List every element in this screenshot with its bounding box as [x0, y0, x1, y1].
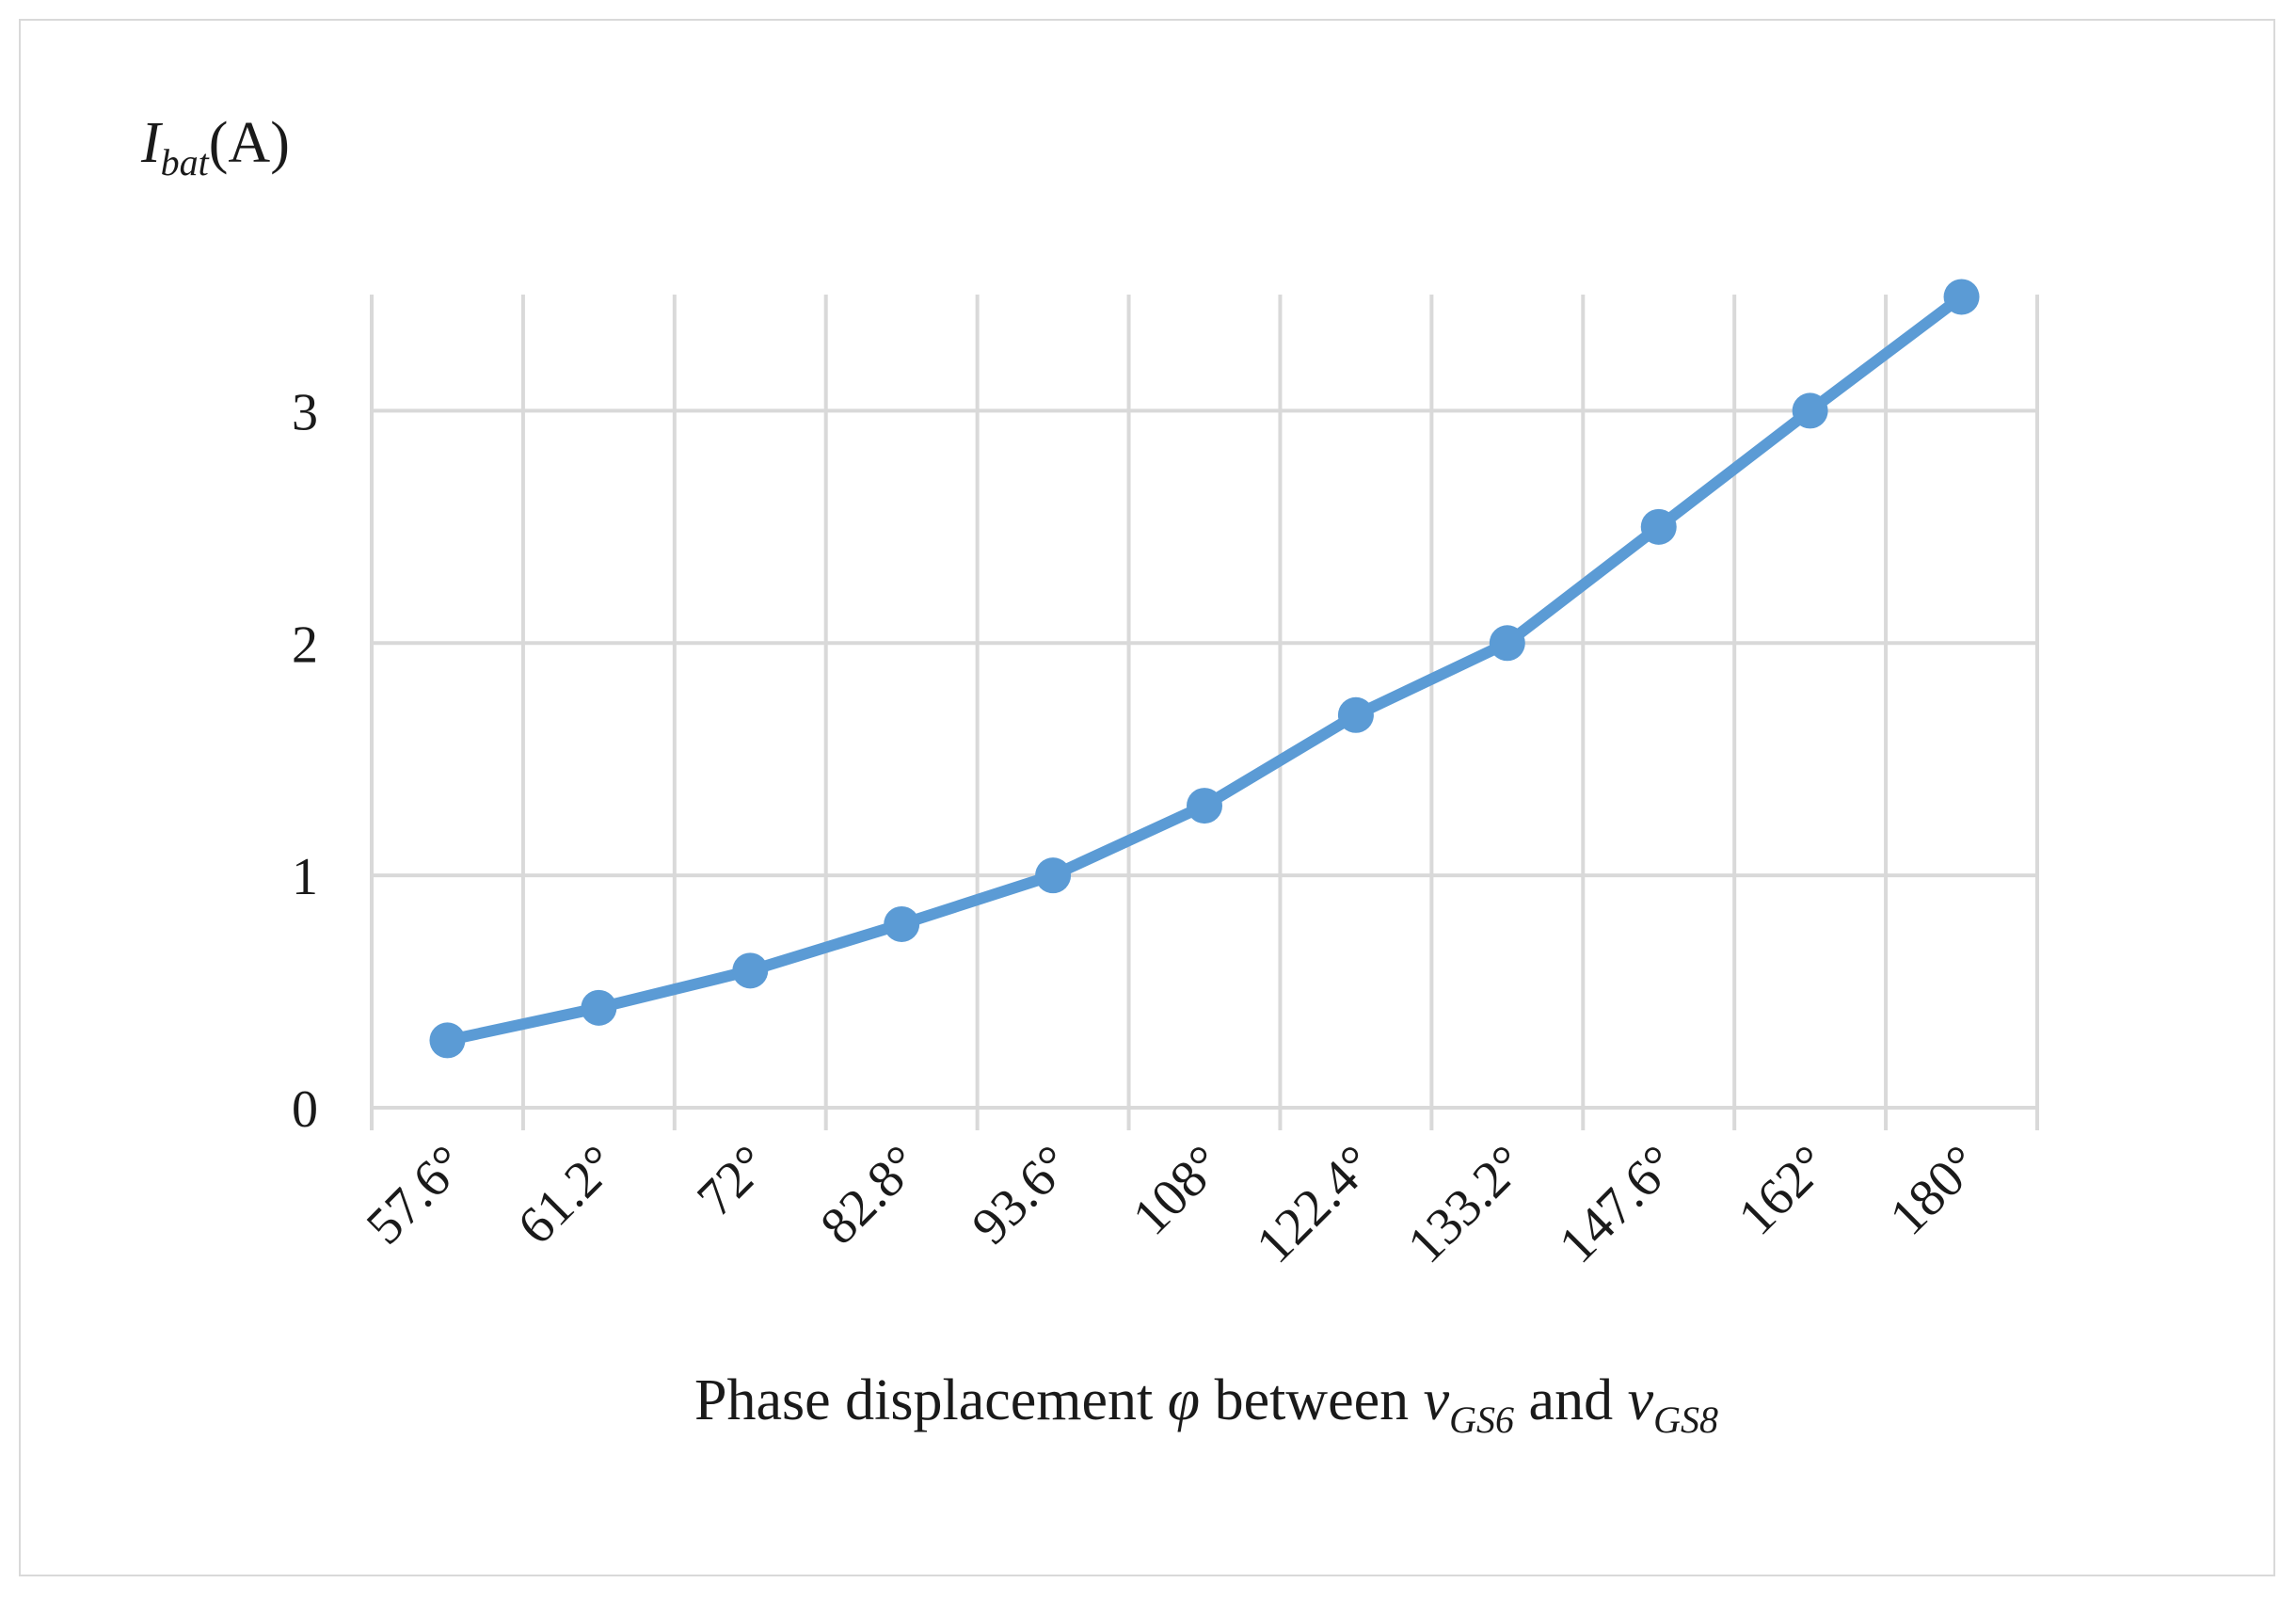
data-point: [429, 1022, 466, 1059]
data-point: [1792, 392, 1828, 429]
data-point: [581, 989, 617, 1026]
x-tick-label: 57.6°: [356, 1134, 477, 1255]
x-label-prefix: Phase displacement: [694, 1368, 1168, 1432]
y-label-subscript: bat: [161, 141, 210, 184]
y-axis-ticks: 0 1 2 3: [292, 383, 318, 1139]
x-label-sub2: GS8: [1653, 1399, 1718, 1441]
x-tick-label: 133.2°: [1396, 1134, 1537, 1274]
x-label-middle: between: [1200, 1368, 1424, 1432]
x-tick-label: 82.8°: [809, 1134, 931, 1255]
x-axis-label: Phase displacement φ between vGS6 and vG…: [694, 1368, 1718, 1441]
y-tick-label: 3: [292, 383, 318, 441]
y-axis-label: Ibat(A): [140, 111, 290, 184]
figure-frame: [19, 19, 2275, 1576]
data-point: [1035, 857, 1072, 894]
x-label-var1: v: [1424, 1368, 1450, 1432]
x-label-var2: v: [1628, 1368, 1654, 1432]
y-label-symbol: I: [140, 111, 164, 175]
x-axis-ticks: 57.6° 61.2° 72° 82.8° 93.6° 108° 122.4° 133.2° 1…: [356, 1134, 1991, 1274]
data-point: [1337, 696, 1374, 733]
data-point: [1187, 788, 1222, 824]
x-tick-label: 108°: [1122, 1134, 1234, 1246]
data-point: [1489, 625, 1525, 662]
data-point: [884, 905, 920, 942]
y-tick-label: 1: [292, 848, 318, 906]
x-tick-label: 61.2°: [507, 1134, 629, 1255]
x-tick-label: 162°: [1728, 1134, 1840, 1246]
data-point: [1943, 279, 1980, 315]
x-label-phi: φ: [1168, 1368, 1200, 1432]
y-tick-label: 0: [292, 1080, 318, 1139]
data-point: [732, 952, 769, 989]
x-label-and: and: [1514, 1368, 1628, 1432]
x-tick-label: 122.4°: [1245, 1134, 1385, 1274]
gridlines: [370, 295, 2039, 1130]
y-label-unit: (A): [209, 111, 290, 175]
y-tick-label: 2: [292, 616, 318, 674]
x-tick-label: 93.6°: [961, 1134, 1082, 1255]
x-tick-label: 147.6°: [1548, 1134, 1688, 1274]
x-tick-label: 180°: [1879, 1134, 1991, 1246]
series-ibat: [429, 279, 1980, 1059]
data-point: [1640, 508, 1677, 545]
x-label-sub1: GS6: [1449, 1399, 1514, 1441]
x-tick-label: 72°: [686, 1134, 779, 1227]
